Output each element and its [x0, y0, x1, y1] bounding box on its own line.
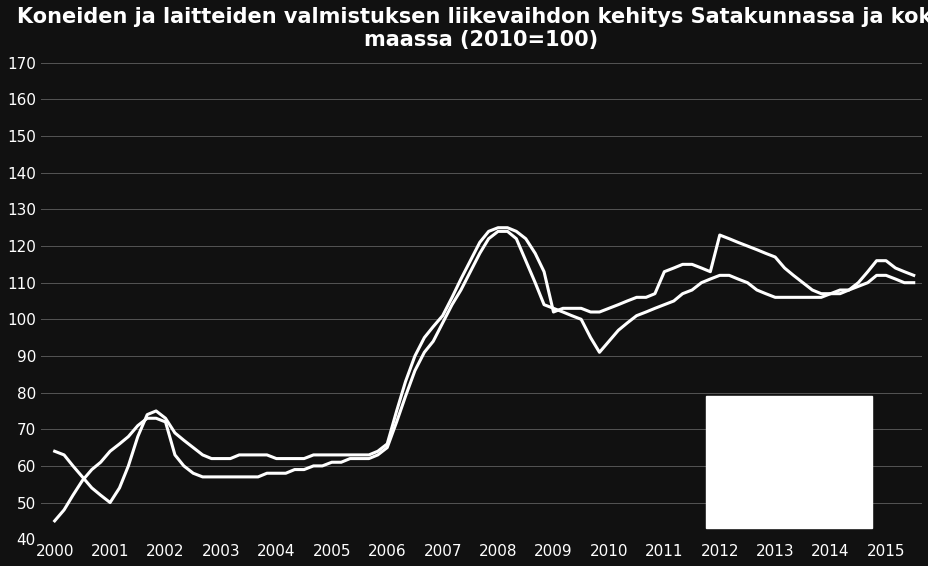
Title: Koneiden ja laitteiden valmistuksen liikevaihdon kehitys Satakunnassa ja koko
ma: Koneiden ja laitteiden valmistuksen liik… — [17, 7, 928, 50]
Bar — [705, 396, 871, 528]
